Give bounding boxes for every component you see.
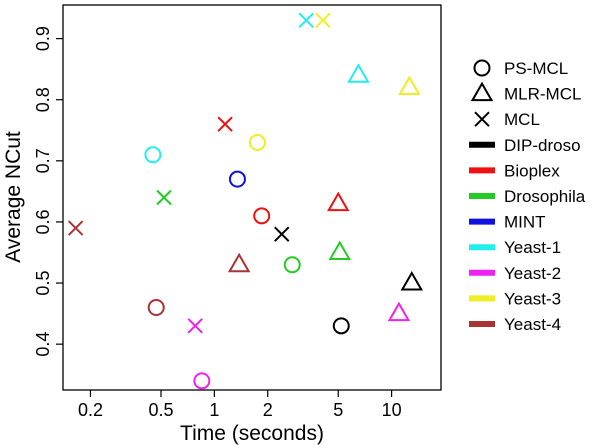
y-tick-label: 0.9: [33, 26, 53, 51]
legend-label: Bioplex: [504, 161, 560, 180]
data-points: [67, 12, 424, 390]
x-tick-label: 2: [263, 400, 273, 420]
point-yeast-4-mcl: [67, 220, 84, 236]
point-yeast-3-ps-mcl: [248, 134, 266, 151]
x-axis-label: Time (seconds): [180, 422, 324, 445]
y-tick-label: 0.5: [33, 271, 53, 296]
x-tick-label: 1: [209, 400, 219, 420]
x-tick-label: 0.2: [78, 400, 103, 420]
plot-frame: [62, 4, 442, 391]
x-axis: 0.2 0.5 1 2 5 10: [78, 390, 402, 420]
point-yeast-2-ps-mcl: [193, 372, 211, 390]
point-drosophila-mcl: [156, 189, 172, 206]
x-tick-label: 5: [333, 400, 343, 420]
point-bioplex-mcl: [217, 116, 233, 132]
legend-circle-symbol: [473, 59, 491, 77]
point-dip-droso-mlr-mcl: [400, 271, 424, 291]
point-yeast-2-mcl: [187, 318, 203, 334]
point-mint-ps-mcl: [228, 170, 246, 188]
legend-label: Yeast-1: [504, 238, 561, 257]
point-drosophila-mlr-mcl: [328, 240, 351, 260]
point-dip-droso-mcl: [274, 226, 290, 242]
point-yeast-2-mlr-mcl: [387, 301, 411, 322]
x-tick-label: 0.5: [148, 400, 173, 420]
legend-label: MCL: [504, 110, 540, 129]
point-yeast-1-mlr-mcl: [347, 63, 370, 83]
point-yeast-3-mcl: [315, 12, 331, 28]
legend-label: PS-MCL: [504, 59, 568, 78]
legend-label: Drosophila: [504, 187, 586, 206]
point-yeast-3-mlr-mcl: [398, 75, 421, 95]
legend-label: DIP-droso: [504, 136, 581, 155]
point-bioplex-ps-mcl: [253, 207, 271, 225]
point-yeast-1-mcl: [298, 12, 314, 28]
legend-label: MINT: [504, 213, 546, 232]
legend-label: Yeast-2: [504, 264, 561, 283]
y-axis-label: Average NCut: [2, 131, 25, 263]
legend-label: Yeast-4: [504, 315, 561, 334]
y-tick-label: 0.4: [33, 332, 53, 357]
legend-x-symbol: [474, 111, 490, 127]
legend: PS-MCL MLR-MCL MCL DIP-droso Bioplex Drosophi…: [469, 59, 586, 334]
y-tick-label: 0.8: [33, 87, 53, 112]
point-yeast-1-ps-mcl: [144, 146, 162, 164]
legend-triangle-symbol: [470, 81, 494, 102]
point-dip-droso-ps-mcl: [332, 317, 350, 335]
legend-label: Yeast-3: [504, 289, 561, 308]
y-axis: 0.4 0.5 0.6 0.7 0.8 0.9: [33, 26, 63, 357]
point-yeast-4-ps-mcl: [147, 299, 165, 316]
point-yeast-4-mlr-mcl: [227, 252, 251, 273]
y-tick-label: 0.7: [33, 148, 53, 173]
point-bioplex-mlr-mcl: [327, 191, 350, 212]
y-tick-label: 0.6: [33, 209, 53, 234]
x-tick-label: 10: [382, 400, 402, 420]
legend-label: MLR-MCL: [504, 85, 581, 104]
point-drosophila-ps-mcl: [283, 256, 301, 274]
